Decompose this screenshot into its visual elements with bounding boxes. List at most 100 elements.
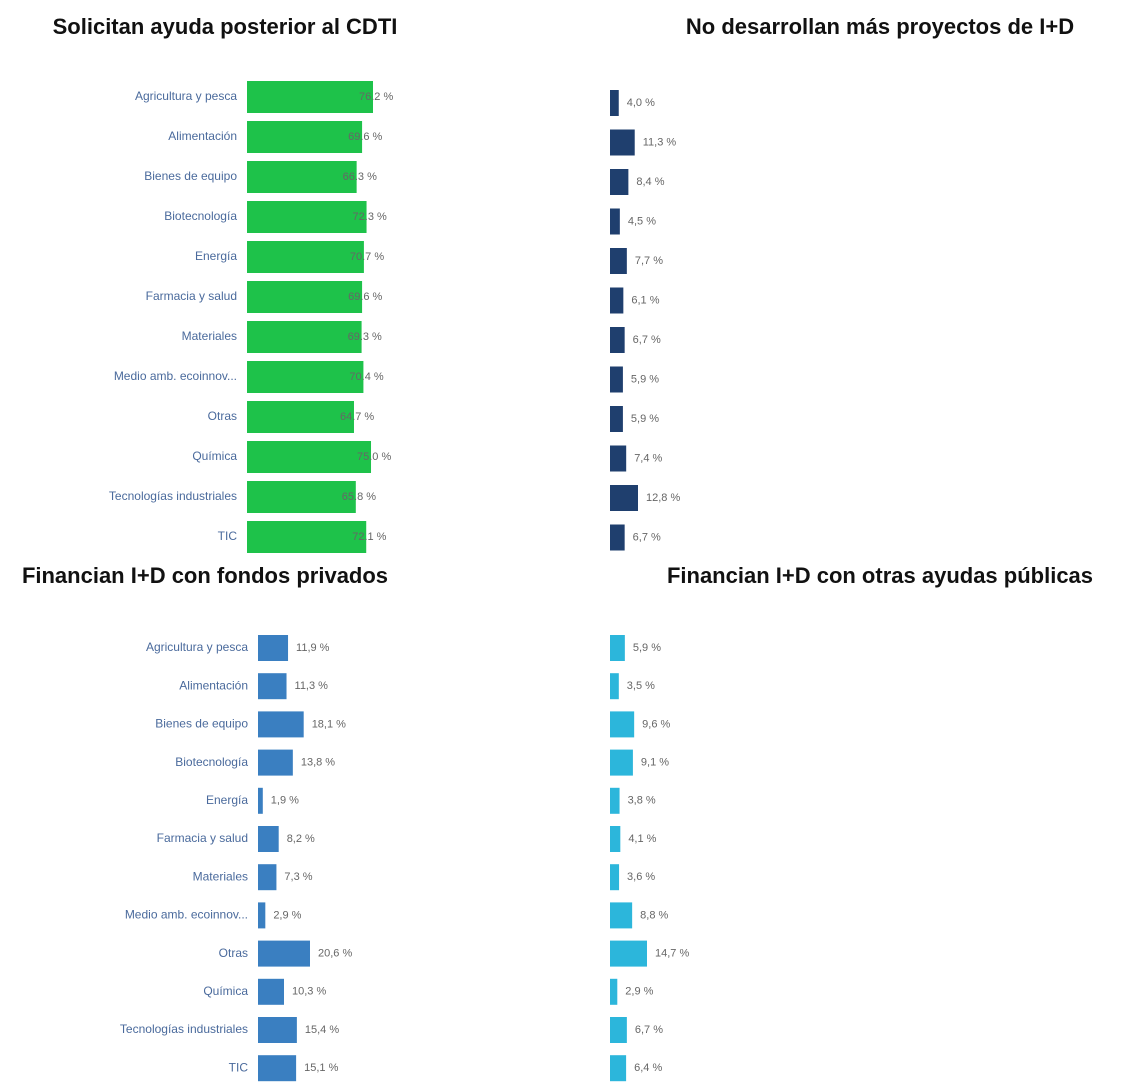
bar	[610, 327, 625, 353]
bar	[247, 161, 357, 193]
value-label: 69.3 %	[348, 331, 382, 343]
value-label: 11,3 %	[643, 136, 677, 148]
category-label: Bienes de equipo	[155, 717, 248, 731]
bar	[258, 826, 279, 852]
value-label: 4,1 %	[628, 833, 656, 845]
bar	[247, 401, 354, 433]
bar	[258, 1017, 297, 1043]
value-label: 13,8 %	[301, 757, 335, 769]
value-label: 6,7 %	[633, 531, 661, 543]
category-label: Alimentación	[168, 129, 237, 143]
category-label: Medio amb. ecoinnov...	[114, 369, 237, 383]
bar	[610, 129, 635, 156]
bar	[247, 321, 362, 353]
category-label: Energía	[206, 793, 248, 807]
category-label: Biotecnología	[164, 209, 237, 223]
value-label: 76.2 %	[359, 91, 393, 103]
value-label: 2,9 %	[625, 986, 653, 998]
bar	[258, 749, 293, 776]
bar	[247, 201, 367, 233]
value-label: 65.8 %	[342, 491, 376, 503]
bar	[610, 248, 627, 274]
bar	[610, 287, 624, 314]
bar	[610, 711, 635, 738]
value-label: 66.3 %	[343, 171, 377, 183]
bar	[247, 121, 363, 153]
category-label: Otras	[219, 946, 248, 960]
bar	[610, 749, 633, 776]
category-label: Química	[192, 449, 237, 463]
value-label: 7,4 %	[634, 452, 662, 464]
category-label: Agricultura y pesca	[135, 89, 237, 103]
value-label: 7,3 %	[284, 871, 312, 883]
bar	[247, 281, 363, 313]
bar	[247, 441, 372, 473]
category-label: Medio amb. ecoinnov...	[125, 908, 248, 922]
category-label: TIC	[218, 529, 238, 543]
value-label: 10,3 %	[292, 986, 326, 998]
value-label: 3,6 %	[627, 871, 655, 883]
bar	[610, 826, 621, 852]
chart-title: Financian I+D con fondos privados	[22, 563, 388, 588]
category-label: Materiales	[193, 869, 248, 883]
value-label: 7,7 %	[635, 255, 663, 267]
category-label: Biotecnología	[175, 755, 248, 769]
bar	[610, 902, 633, 929]
value-label: 6,1 %	[631, 294, 659, 306]
bar	[610, 208, 620, 235]
value-label: 15,4 %	[305, 1024, 339, 1036]
category-label: Farmacia y salud	[157, 831, 248, 845]
category-label: Otras	[208, 409, 237, 423]
value-label: 11,9 %	[296, 642, 330, 654]
category-label: Química	[203, 984, 248, 998]
bar	[258, 864, 277, 891]
chart-title: No desarrollan más proyectos de I+D	[686, 14, 1074, 39]
value-label: 64.7 %	[340, 411, 374, 423]
value-label: 75.0 %	[357, 451, 391, 463]
bar	[258, 1055, 297, 1082]
bar	[247, 481, 356, 513]
bar	[258, 940, 310, 967]
value-label: 9,1 %	[641, 757, 669, 769]
value-label: 2,9 %	[273, 909, 301, 921]
bar	[258, 711, 304, 738]
bar	[610, 787, 620, 814]
value-label: 5,9 %	[631, 413, 659, 425]
value-label: 6,4 %	[634, 1062, 662, 1074]
value-label: 15,1 %	[304, 1062, 338, 1074]
value-label: 1,9 %	[271, 795, 299, 807]
bar	[610, 940, 647, 967]
value-label: 69.6 %	[348, 291, 382, 303]
value-label: 8,8 %	[640, 909, 668, 921]
category-label: Tecnologías industriales	[109, 489, 237, 503]
category-label: TIC	[229, 1060, 249, 1074]
value-label: 70.7 %	[350, 251, 384, 263]
value-label: 20,6 %	[318, 948, 352, 960]
value-label: 5,9 %	[631, 373, 659, 385]
category-label: Tecnologías industriales	[120, 1022, 248, 1036]
value-label: 11,3 %	[295, 680, 329, 692]
value-label: 3,5 %	[627, 680, 655, 692]
value-label: 9,6 %	[642, 718, 670, 730]
category-label: Energía	[195, 249, 237, 263]
value-label: 4,5 %	[628, 215, 656, 227]
value-label: 8,2 %	[287, 833, 315, 845]
bar	[258, 978, 284, 1005]
value-label: 4,0 %	[627, 97, 655, 109]
category-label: Agricultura y pesca	[146, 640, 248, 654]
bar	[610, 485, 638, 511]
chart-title: Financian I+D con otras ayudas públicas	[667, 563, 1093, 588]
value-label: 70.4 %	[349, 371, 383, 383]
bar	[610, 169, 629, 195]
bar	[247, 521, 367, 553]
bar	[610, 1017, 627, 1043]
value-label: 14,7 %	[655, 948, 689, 960]
value-label: 72.1 %	[352, 531, 386, 543]
bar	[258, 673, 287, 700]
bar	[610, 673, 619, 700]
value-label: 6,7 %	[635, 1024, 663, 1036]
bar	[610, 978, 618, 1005]
bar	[610, 1055, 627, 1082]
chart-title: Solicitan ayuda posterior al CDTI	[53, 14, 398, 39]
value-label: 3,8 %	[628, 795, 656, 807]
